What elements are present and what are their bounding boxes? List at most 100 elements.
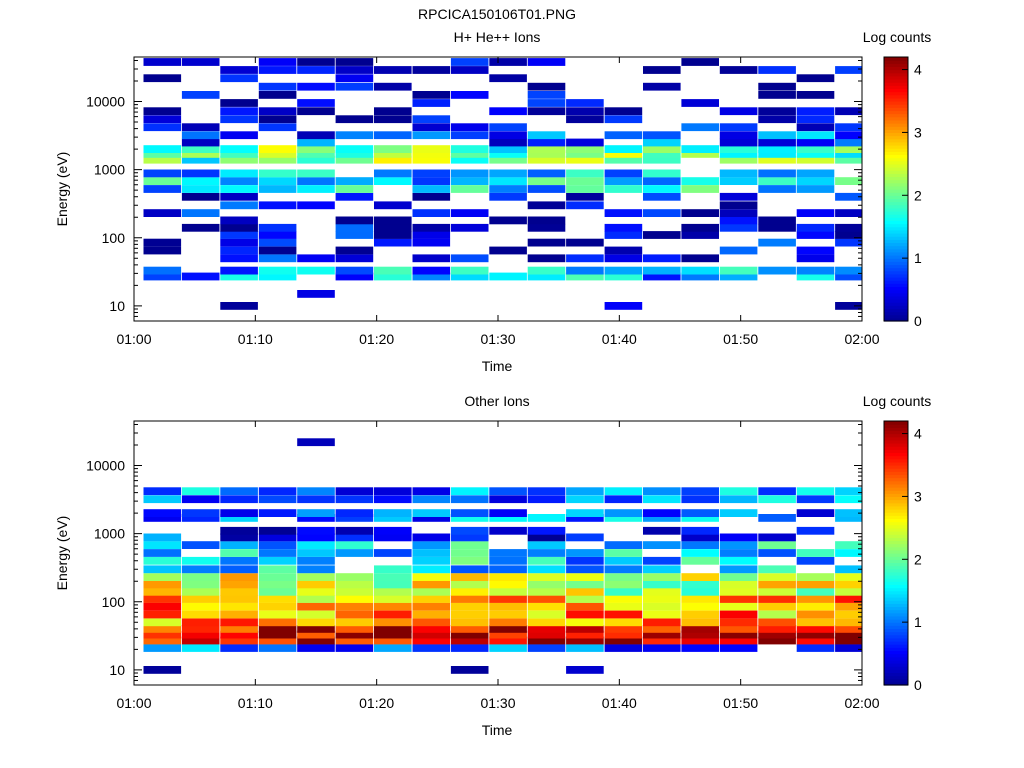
colorbar-swatch [884, 129, 908, 134]
heatmap-cell [181, 495, 220, 504]
heatmap-cell [719, 155, 758, 164]
heatmap-cell [604, 644, 643, 652]
colorbar-swatch [884, 277, 908, 281]
colorbar-tick-label: 3 [914, 488, 922, 504]
heatmap-cell [297, 630, 335, 639]
heatmap-cell [643, 487, 681, 496]
heatmap-cell [566, 580, 604, 589]
heatmap-cell [220, 610, 258, 619]
heatmap-cell [335, 254, 374, 263]
heatmap-cell [450, 185, 489, 193]
heatmap-cell [450, 630, 489, 639]
heatmap-cell [719, 177, 758, 185]
heatmap-cell [181, 595, 220, 603]
heatmap-cell [412, 630, 451, 639]
colorbar-swatch [884, 593, 908, 598]
heatmap-cell [527, 495, 566, 504]
heatmap-cell [181, 138, 220, 147]
colorbar-swatch [884, 157, 908, 162]
heatmap-cell [758, 266, 796, 275]
heatmap-cell [374, 636, 412, 645]
colorbar-swatch [884, 145, 908, 149]
colorbar-swatch [884, 201, 908, 206]
heatmap-cell [450, 618, 489, 627]
heatmap-cell [220, 266, 258, 275]
heatmap-cell [527, 549, 566, 557]
heatmap-cell [719, 565, 758, 574]
heatmap-cell [835, 138, 862, 147]
heatmap-cell [719, 509, 758, 517]
heatmap-cell [374, 573, 412, 581]
colorbar-swatch [884, 669, 908, 674]
heatmap-cell [258, 272, 297, 281]
colorbar-swatch [884, 565, 908, 570]
heatmap-cell [604, 150, 643, 158]
heatmap-cell [181, 580, 220, 589]
heatmap-cell [374, 177, 412, 185]
heatmap-cell [450, 644, 489, 652]
heatmap-cell [681, 573, 719, 581]
heatmap-cell [527, 58, 566, 66]
heatmap-cell [681, 526, 719, 535]
heatmap-cell [604, 514, 643, 522]
heatmap-cell [297, 625, 335, 633]
x-tick-label: 01:20 [359, 331, 394, 347]
heatmap-cell [220, 509, 258, 517]
heatmap-cell [374, 644, 412, 652]
heatmap-cell [566, 107, 604, 116]
heatmap-cell [566, 636, 604, 645]
heatmap-cell [450, 514, 489, 522]
heatmap-cell [143, 58, 182, 66]
heatmap-cell [450, 177, 489, 185]
heatmap-cell [220, 526, 258, 535]
heatmap-cell [719, 216, 758, 225]
y-tick-label: 10 [109, 662, 125, 678]
heatmap-cell [604, 625, 643, 633]
colorbar-swatch [884, 110, 908, 115]
heatmap-cell [489, 216, 527, 225]
heatmap-cell [220, 246, 258, 255]
heatmap-cell [450, 573, 489, 581]
heatmap-cell [604, 155, 643, 164]
heatmap-cell [719, 487, 758, 496]
heatmap-cell [643, 231, 681, 239]
heatmap-cell [143, 636, 182, 645]
heatmap-cell [489, 169, 527, 178]
colorbar-swatch [884, 490, 908, 494]
heatmap-cell [412, 495, 451, 504]
heatmap-cell [143, 514, 182, 522]
heatmap-cell [374, 495, 412, 504]
heatmap-cell [489, 595, 527, 603]
heatmap-cell [220, 223, 258, 232]
heatmap-cell [835, 238, 862, 247]
heatmap-cell [412, 644, 451, 652]
heatmap-cell [374, 266, 412, 275]
colorbar-swatch [884, 449, 908, 454]
heatmap-cell [412, 272, 451, 281]
colorbar-swatch [884, 135, 908, 140]
heatmap-cell [181, 630, 220, 639]
colorbar-swatch [884, 443, 908, 447]
heatmap-cell [566, 514, 604, 522]
heatmap-cell [527, 541, 566, 549]
heatmap-cell [604, 580, 643, 589]
heatmap-cell [412, 549, 451, 557]
heatmap-cell [297, 177, 335, 185]
heatmap-cell [719, 107, 758, 116]
x-tick-label: 01:40 [602, 331, 637, 347]
heatmap-cell [796, 595, 835, 603]
heatmap-cell [258, 266, 297, 275]
heatmap-cell [412, 533, 451, 542]
heatmap-cell [297, 438, 335, 447]
heatmap-cell [796, 526, 835, 535]
colorbar-swatch [884, 173, 908, 178]
heatmap-cell [527, 145, 566, 153]
heatmap-cell [719, 610, 758, 619]
heatmap-cell [527, 150, 566, 158]
heatmap-cell [489, 514, 527, 522]
heatmap-cell [527, 580, 566, 589]
heatmap-cell [719, 266, 758, 275]
colorbar-swatch [884, 493, 908, 498]
heatmap-cell [297, 636, 335, 645]
heatmap-cell [681, 123, 719, 132]
